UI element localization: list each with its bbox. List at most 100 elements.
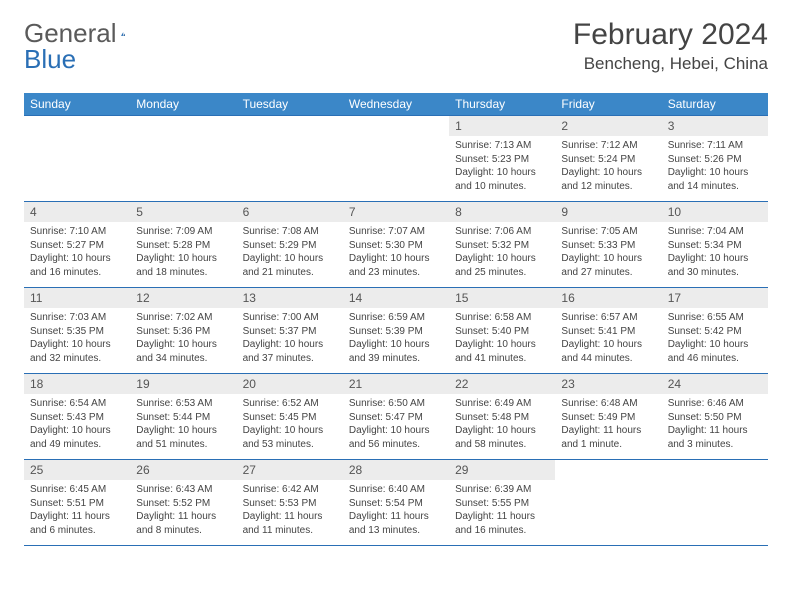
weekday-header: Tuesday [237, 93, 343, 116]
calendar-body: ........1Sunrise: 7:13 AMSunset: 5:23 PM… [24, 116, 768, 546]
calendar-cell: 17Sunrise: 6:55 AMSunset: 5:42 PMDayligh… [662, 288, 768, 374]
day-number: 8 [449, 202, 555, 222]
calendar-cell: 22Sunrise: 6:49 AMSunset: 5:48 PMDayligh… [449, 374, 555, 460]
day-number: 5 [130, 202, 236, 222]
day-number: 12 [130, 288, 236, 308]
day-number: 14 [343, 288, 449, 308]
calendar-cell: 6Sunrise: 7:08 AMSunset: 5:29 PMDaylight… [237, 202, 343, 288]
weekday-header-row: SundayMondayTuesdayWednesdayThursdayFrid… [24, 93, 768, 116]
day-body: Sunrise: 6:58 AMSunset: 5:40 PMDaylight:… [449, 308, 555, 371]
calendar-table: SundayMondayTuesdayWednesdayThursdayFrid… [24, 93, 768, 546]
calendar-cell: 10Sunrise: 7:04 AMSunset: 5:34 PMDayligh… [662, 202, 768, 288]
calendar-cell: 1Sunrise: 7:13 AMSunset: 5:23 PMDaylight… [449, 116, 555, 202]
calendar-cell: 14Sunrise: 6:59 AMSunset: 5:39 PMDayligh… [343, 288, 449, 374]
day-body: Sunrise: 7:13 AMSunset: 5:23 PMDaylight:… [449, 136, 555, 199]
calendar-row: 18Sunrise: 6:54 AMSunset: 5:43 PMDayligh… [24, 374, 768, 460]
day-number: 27 [237, 460, 343, 480]
day-body: Sunrise: 7:07 AMSunset: 5:30 PMDaylight:… [343, 222, 449, 285]
weekday-header: Wednesday [343, 93, 449, 116]
day-number: 10 [662, 202, 768, 222]
day-body: Sunrise: 7:03 AMSunset: 5:35 PMDaylight:… [24, 308, 130, 371]
day-number: 19 [130, 374, 236, 394]
day-body: Sunrise: 7:08 AMSunset: 5:29 PMDaylight:… [237, 222, 343, 285]
day-number: 23 [555, 374, 661, 394]
day-body: Sunrise: 6:59 AMSunset: 5:39 PMDaylight:… [343, 308, 449, 371]
day-body: Sunrise: 6:40 AMSunset: 5:54 PMDaylight:… [343, 480, 449, 543]
day-body: Sunrise: 6:43 AMSunset: 5:52 PMDaylight:… [130, 480, 236, 543]
calendar-cell: 23Sunrise: 6:48 AMSunset: 5:49 PMDayligh… [555, 374, 661, 460]
logo-sail-icon [121, 23, 125, 45]
day-body: Sunrise: 6:46 AMSunset: 5:50 PMDaylight:… [662, 394, 768, 457]
calendar-cell: 9Sunrise: 7:05 AMSunset: 5:33 PMDaylight… [555, 202, 661, 288]
calendar-cell: 5Sunrise: 7:09 AMSunset: 5:28 PMDaylight… [130, 202, 236, 288]
location: Bencheng, Hebei, China [573, 54, 768, 74]
logo-text-2: Blue [24, 44, 76, 75]
calendar-cell: 25Sunrise: 6:45 AMSunset: 5:51 PMDayligh… [24, 460, 130, 546]
day-body: Sunrise: 6:50 AMSunset: 5:47 PMDaylight:… [343, 394, 449, 457]
day-body: Sunrise: 6:39 AMSunset: 5:55 PMDaylight:… [449, 480, 555, 543]
calendar-cell: 2Sunrise: 7:12 AMSunset: 5:24 PMDaylight… [555, 116, 661, 202]
calendar-row: ........1Sunrise: 7:13 AMSunset: 5:23 PM… [24, 116, 768, 202]
weekday-header: Sunday [24, 93, 130, 116]
calendar-cell: 7Sunrise: 7:07 AMSunset: 5:30 PMDaylight… [343, 202, 449, 288]
calendar-cell: 15Sunrise: 6:58 AMSunset: 5:40 PMDayligh… [449, 288, 555, 374]
day-number: 24 [662, 374, 768, 394]
day-number: 26 [130, 460, 236, 480]
calendar-cell: 26Sunrise: 6:43 AMSunset: 5:52 PMDayligh… [130, 460, 236, 546]
calendar-cell: 28Sunrise: 6:40 AMSunset: 5:54 PMDayligh… [343, 460, 449, 546]
day-number: 7 [343, 202, 449, 222]
day-number: 1 [449, 116, 555, 136]
month-title: February 2024 [573, 18, 768, 52]
day-body: Sunrise: 6:48 AMSunset: 5:49 PMDaylight:… [555, 394, 661, 457]
day-body: Sunrise: 7:02 AMSunset: 5:36 PMDaylight:… [130, 308, 236, 371]
day-body: Sunrise: 6:49 AMSunset: 5:48 PMDaylight:… [449, 394, 555, 457]
calendar-cell: .. [343, 116, 449, 202]
calendar-cell: .. [662, 460, 768, 546]
day-number: 28 [343, 460, 449, 480]
day-number: 25 [24, 460, 130, 480]
day-number: 6 [237, 202, 343, 222]
calendar-cell: 3Sunrise: 7:11 AMSunset: 5:26 PMDaylight… [662, 116, 768, 202]
day-body: Sunrise: 6:52 AMSunset: 5:45 PMDaylight:… [237, 394, 343, 457]
day-body: Sunrise: 7:04 AMSunset: 5:34 PMDaylight:… [662, 222, 768, 285]
day-number: 29 [449, 460, 555, 480]
day-number: 21 [343, 374, 449, 394]
day-body: Sunrise: 7:09 AMSunset: 5:28 PMDaylight:… [130, 222, 236, 285]
calendar-cell: 11Sunrise: 7:03 AMSunset: 5:35 PMDayligh… [24, 288, 130, 374]
day-body: Sunrise: 6:54 AMSunset: 5:43 PMDaylight:… [24, 394, 130, 457]
calendar-cell: 18Sunrise: 6:54 AMSunset: 5:43 PMDayligh… [24, 374, 130, 460]
weekday-header: Saturday [662, 93, 768, 116]
calendar-cell: .. [237, 116, 343, 202]
day-number: 3 [662, 116, 768, 136]
weekday-header: Monday [130, 93, 236, 116]
day-body: Sunrise: 7:05 AMSunset: 5:33 PMDaylight:… [555, 222, 661, 285]
calendar-cell: 4Sunrise: 7:10 AMSunset: 5:27 PMDaylight… [24, 202, 130, 288]
day-body: Sunrise: 6:42 AMSunset: 5:53 PMDaylight:… [237, 480, 343, 543]
day-body: Sunrise: 7:10 AMSunset: 5:27 PMDaylight:… [24, 222, 130, 285]
calendar-cell: 13Sunrise: 7:00 AMSunset: 5:37 PMDayligh… [237, 288, 343, 374]
calendar-cell: 20Sunrise: 6:52 AMSunset: 5:45 PMDayligh… [237, 374, 343, 460]
day-body: Sunrise: 6:55 AMSunset: 5:42 PMDaylight:… [662, 308, 768, 371]
day-number: 9 [555, 202, 661, 222]
calendar-cell: 29Sunrise: 6:39 AMSunset: 5:55 PMDayligh… [449, 460, 555, 546]
title-block: February 2024 Bencheng, Hebei, China [573, 18, 768, 74]
calendar-row: 4Sunrise: 7:10 AMSunset: 5:27 PMDaylight… [24, 202, 768, 288]
day-number: 17 [662, 288, 768, 308]
calendar-cell: 27Sunrise: 6:42 AMSunset: 5:53 PMDayligh… [237, 460, 343, 546]
calendar-cell: 19Sunrise: 6:53 AMSunset: 5:44 PMDayligh… [130, 374, 236, 460]
day-body: Sunrise: 7:12 AMSunset: 5:24 PMDaylight:… [555, 136, 661, 199]
weekday-header: Thursday [449, 93, 555, 116]
calendar-cell: 16Sunrise: 6:57 AMSunset: 5:41 PMDayligh… [555, 288, 661, 374]
day-number: 11 [24, 288, 130, 308]
day-body: Sunrise: 6:45 AMSunset: 5:51 PMDaylight:… [24, 480, 130, 543]
calendar-cell: .. [130, 116, 236, 202]
day-number: 16 [555, 288, 661, 308]
day-body: Sunrise: 6:57 AMSunset: 5:41 PMDaylight:… [555, 308, 661, 371]
calendar-row: 11Sunrise: 7:03 AMSunset: 5:35 PMDayligh… [24, 288, 768, 374]
day-body: Sunrise: 6:53 AMSunset: 5:44 PMDaylight:… [130, 394, 236, 457]
day-number: 22 [449, 374, 555, 394]
day-number: 18 [24, 374, 130, 394]
calendar-cell: .. [555, 460, 661, 546]
day-number: 15 [449, 288, 555, 308]
day-body: Sunrise: 7:00 AMSunset: 5:37 PMDaylight:… [237, 308, 343, 371]
